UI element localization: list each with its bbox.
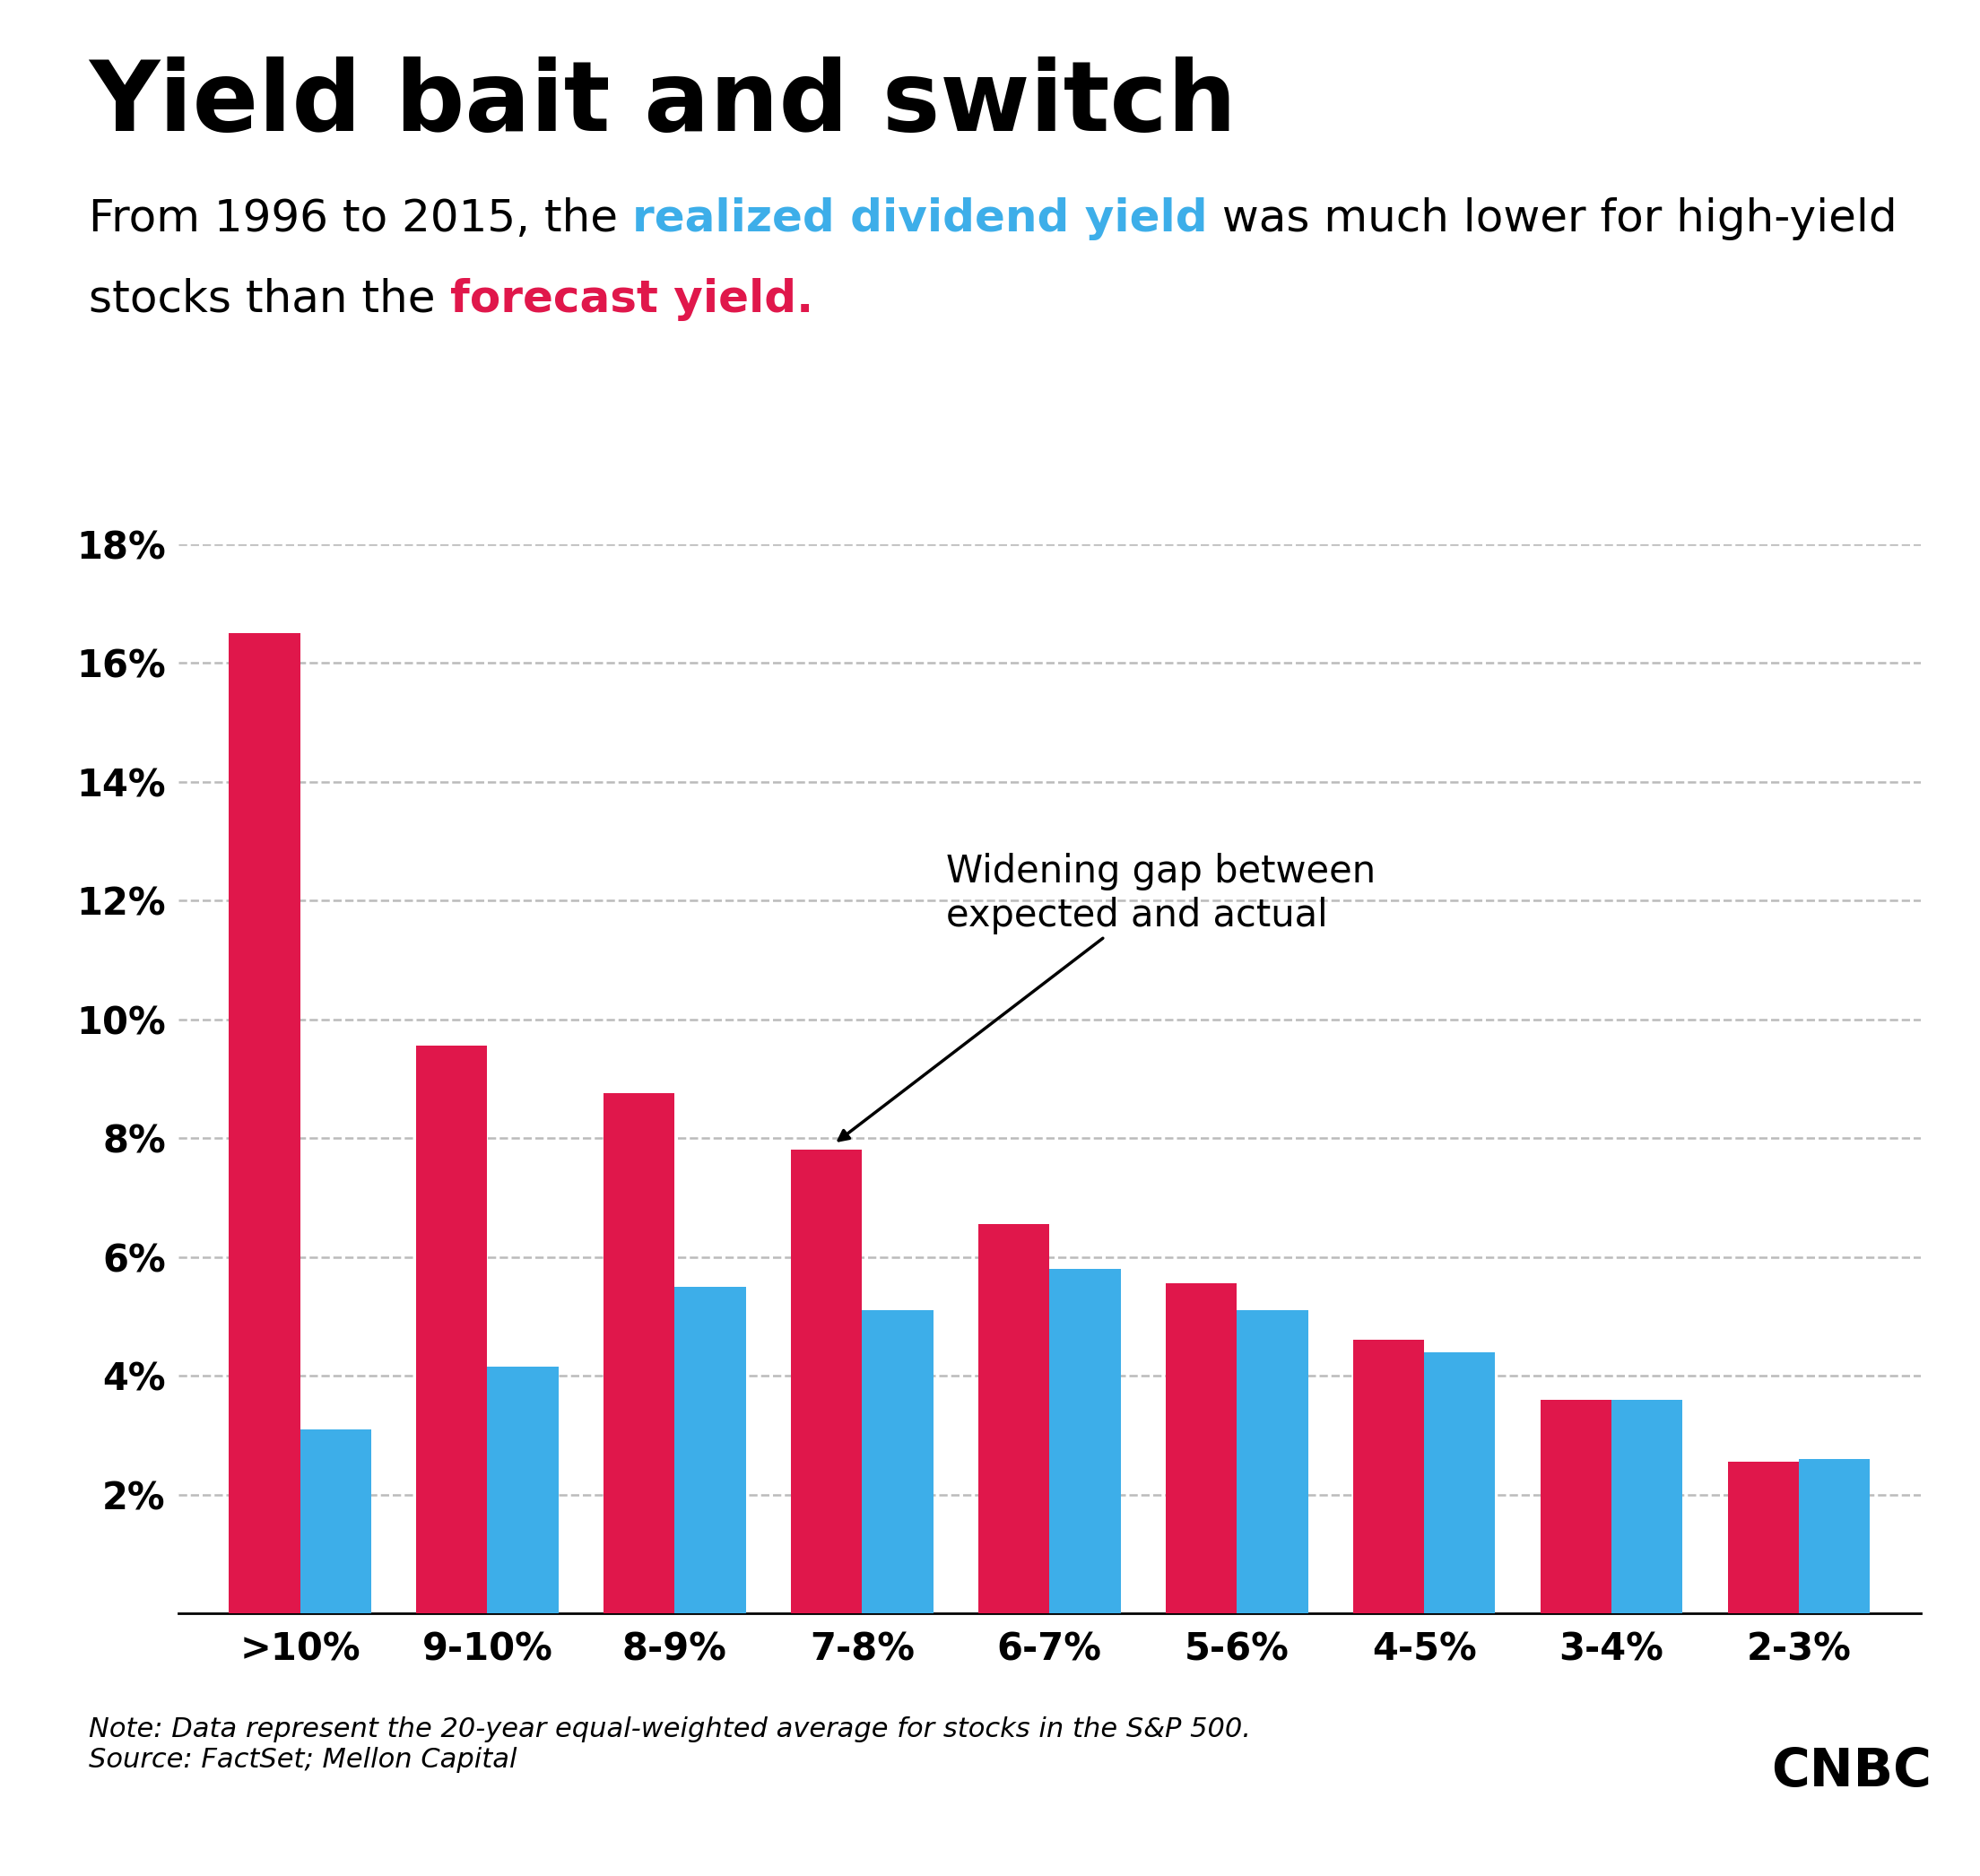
Bar [416,1047,487,1613]
Bar [487,1368,558,1613]
Bar [1238,1309,1309,1613]
Bar [1798,1460,1869,1613]
Bar [790,1150,861,1613]
Bar [230,634,301,1613]
Bar [1729,1461,1798,1613]
Bar [1166,1283,1238,1613]
Text: Yield bait and switch: Yield bait and switch [89,56,1237,152]
Text: CNBC: CNBC [1770,1747,1932,1797]
Text: forecast yield.: forecast yield. [449,278,814,321]
Text: Widening gap between
expected and actual: Widening gap between expected and actual [840,854,1376,1141]
Text: realized dividend yield: realized dividend yield [632,197,1208,240]
Text: Note: Data represent the 20-year equal-weighted average for stocks in the S&P 50: Note: Data represent the 20-year equal-w… [89,1717,1251,1773]
Bar [1612,1399,1683,1613]
Bar [1352,1339,1424,1613]
Bar [1424,1353,1495,1613]
Text: From 1996 to 2015, the: From 1996 to 2015, the [89,197,632,240]
Text: stocks than the: stocks than the [89,278,449,321]
Bar [1540,1399,1612,1613]
Bar [675,1287,746,1613]
Text: was much lower for high-yield: was much lower for high-yield [1208,197,1897,240]
Bar [301,1430,370,1613]
Bar [978,1225,1049,1613]
Bar [1049,1268,1121,1613]
Bar [861,1309,933,1613]
Bar [604,1094,675,1613]
